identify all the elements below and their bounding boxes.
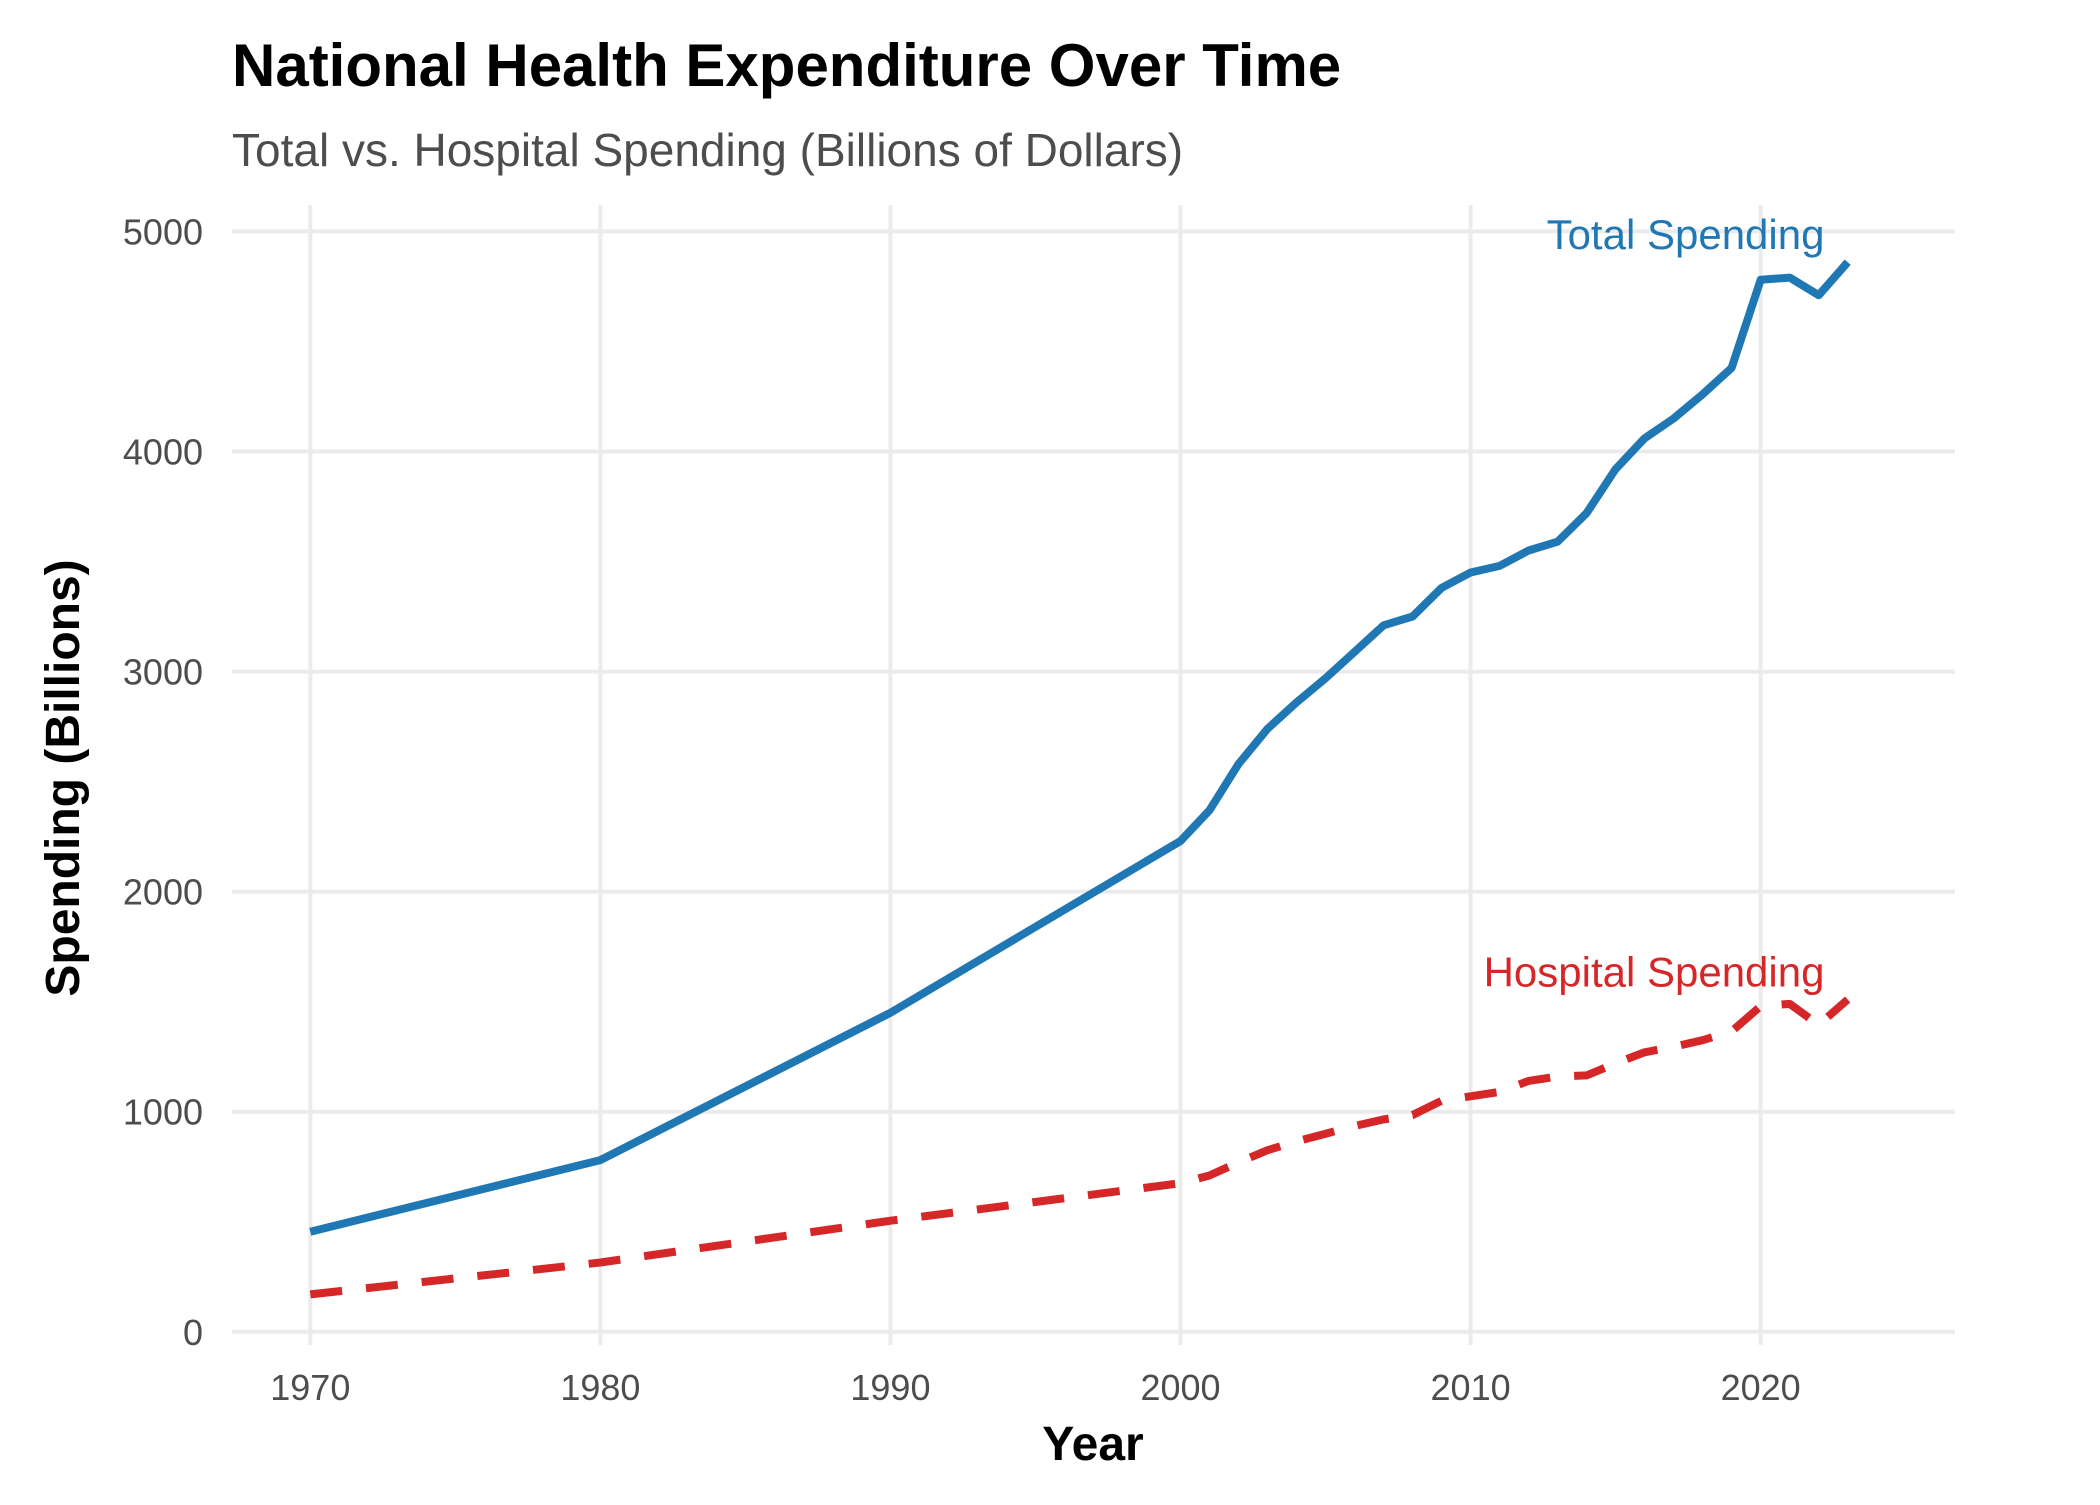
x-tick-label: 2010 [1431, 1367, 1511, 1408]
x-tick-label: 1990 [850, 1367, 930, 1408]
y-tick-label: 1000 [123, 1092, 203, 1133]
x-tick-label: 2000 [1140, 1367, 1220, 1408]
x-tick-label: 1970 [270, 1367, 350, 1408]
x-axis-title: Year [1042, 1418, 1143, 1471]
chart-subtitle: Total vs. Hospital Spending (Billions of… [232, 124, 1183, 176]
series-layer [309, 259, 1851, 1299]
x-tick-label: 2020 [1721, 1367, 1801, 1408]
y-tick-label: 4000 [123, 431, 203, 472]
series-labels: Total Spending Hospital Spending [1484, 211, 1825, 995]
y-tick-label: 3000 [123, 652, 203, 693]
y-tick-label: 5000 [123, 211, 203, 252]
total-spending-line [309, 259, 1851, 1236]
y-axis-title: Spending (Billions) [37, 559, 90, 996]
y-tick-label: 2000 [123, 872, 203, 913]
chart-title: National Health Expenditure Over Time [232, 32, 1341, 99]
x-tick-label: 1980 [560, 1367, 640, 1408]
tick-labels: 0 1000 2000 3000 4000 5000 1970 1980 1990 2000 201… [123, 211, 1801, 1408]
hospital-spending-label: Hospital Spending [1484, 948, 1825, 995]
hospital-spending-line [309, 996, 1851, 1299]
y-tick-label: 0 [183, 1312, 203, 1353]
total-spending-label: Total Spending [1547, 211, 1825, 258]
